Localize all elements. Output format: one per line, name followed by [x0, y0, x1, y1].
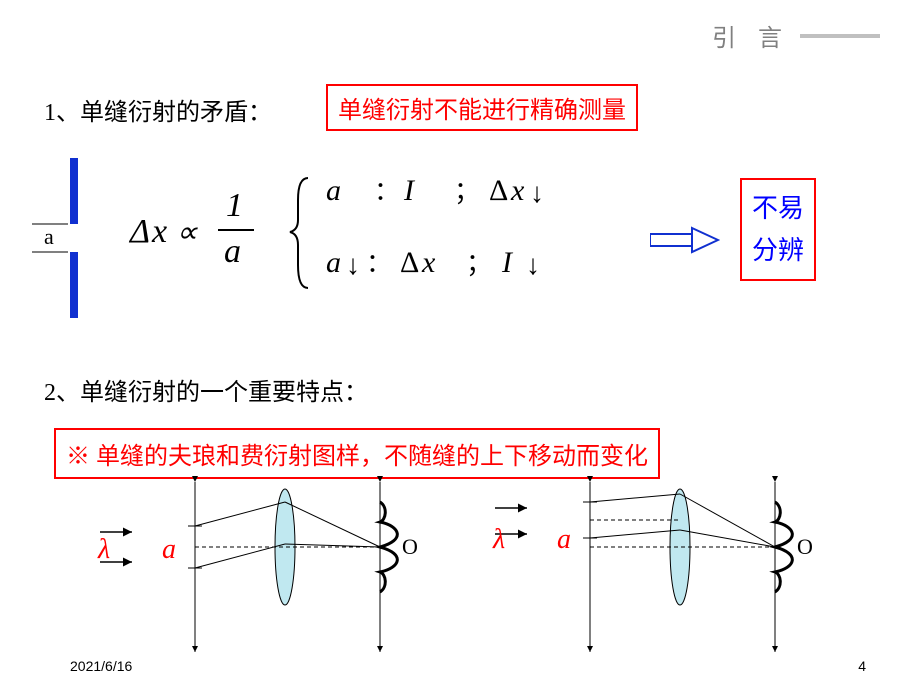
section1-box: 单缝衍射不能进行精确测量 — [326, 84, 638, 131]
svg-text:Δ: Δ — [128, 213, 150, 250]
formula-main: Δ x ∝ 1 a — [130, 212, 290, 310]
section2-box: ※ 单缝的夫琅和费衍射图样，不随缝的上下移动而变化 — [54, 428, 660, 479]
svg-text:∝: ∝ — [176, 216, 198, 249]
svg-text:x: x — [510, 174, 525, 207]
section1-label: 1、单缝衍射的矛盾： — [44, 92, 272, 127]
header-title: 引 言 — [712, 18, 790, 53]
svg-text:Δ: Δ — [400, 246, 419, 279]
o-label: O — [402, 534, 418, 560]
svg-text:↓: ↓ — [346, 249, 360, 280]
svg-text:a: a — [326, 174, 341, 207]
slit-diagram: a — [30, 158, 100, 318]
svg-text:↓: ↓ — [530, 177, 544, 208]
lambda-label: λ — [493, 524, 505, 556]
header-line — [800, 34, 880, 38]
svg-text:；: ； — [454, 177, 480, 206]
footer-page: 4 — [858, 658, 866, 674]
svg-text:；: ； — [466, 249, 492, 278]
svg-text:Δ: Δ — [489, 174, 508, 207]
box2-line2: 分辨 — [752, 230, 804, 272]
a-label: a — [557, 524, 571, 556]
thick-arrow-icon — [650, 226, 720, 259]
svg-text:x: x — [151, 213, 167, 250]
cases: a ： I ； Δ x ↓ a ↓ ： Δ x ； I ↓ — [304, 170, 624, 300]
box2: 不易 分辨 — [740, 178, 816, 281]
svg-text:I: I — [501, 246, 514, 279]
a-label: a — [162, 534, 176, 566]
svg-text:a: a — [224, 233, 241, 270]
svg-text:a: a — [44, 224, 54, 249]
svg-text:a: a — [326, 246, 341, 279]
svg-text:x: x — [421, 246, 436, 279]
footer-date: 2021/6/16 — [70, 658, 132, 674]
lambda-label: λ — [98, 534, 110, 566]
svg-text:↓: ↓ — [526, 249, 540, 280]
svg-text:1: 1 — [226, 187, 243, 224]
box2-line1: 不易 — [752, 188, 804, 230]
optics-diagram-right: λ a O — [495, 482, 865, 652]
svg-text:：: ： — [374, 177, 400, 206]
section2-label: 2、单缝衍射的一个重要特点： — [44, 372, 368, 407]
slide-header: 引 言 — [712, 18, 880, 53]
optics-diagram-left: λ a O — [100, 482, 470, 652]
svg-text:I: I — [403, 174, 416, 207]
svg-text:：: ： — [366, 249, 392, 278]
o-label: O — [797, 534, 813, 560]
